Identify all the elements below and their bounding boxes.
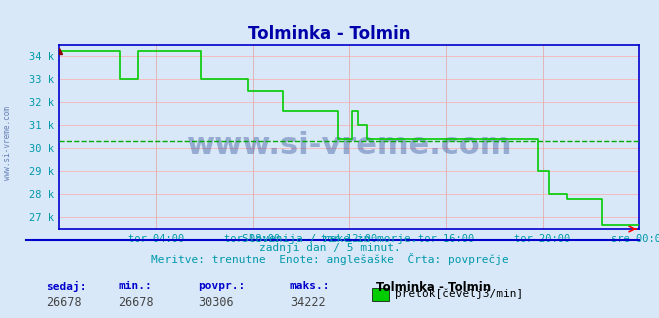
- Text: 26678: 26678: [119, 296, 154, 309]
- Text: Meritve: trenutne  Enote: anglešaške  Črta: povprečje: Meritve: trenutne Enote: anglešaške Črta…: [151, 253, 508, 265]
- Text: Tolminka - Tolmin: Tolminka - Tolmin: [248, 25, 411, 44]
- Text: www.si-vreme.com: www.si-vreme.com: [186, 131, 512, 161]
- Text: maks.:: maks.:: [290, 281, 330, 291]
- Text: www.si-vreme.com: www.si-vreme.com: [3, 106, 13, 180]
- Text: zadnji dan / 5 minut.: zadnji dan / 5 minut.: [258, 243, 401, 253]
- Text: 26678: 26678: [46, 296, 82, 309]
- Text: 30306: 30306: [198, 296, 233, 309]
- Text: povpr.:: povpr.:: [198, 281, 245, 291]
- Text: Slovenija / reke in morje.: Slovenija / reke in morje.: [242, 234, 417, 244]
- Text: min.:: min.:: [119, 281, 152, 291]
- Text: sedaj:: sedaj:: [46, 281, 86, 293]
- Text: 34222: 34222: [290, 296, 326, 309]
- Text: Tolminka - Tolmin: Tolminka - Tolmin: [376, 281, 491, 294]
- Text: pretok[čevelj3/min]: pretok[čevelj3/min]: [395, 289, 524, 300]
